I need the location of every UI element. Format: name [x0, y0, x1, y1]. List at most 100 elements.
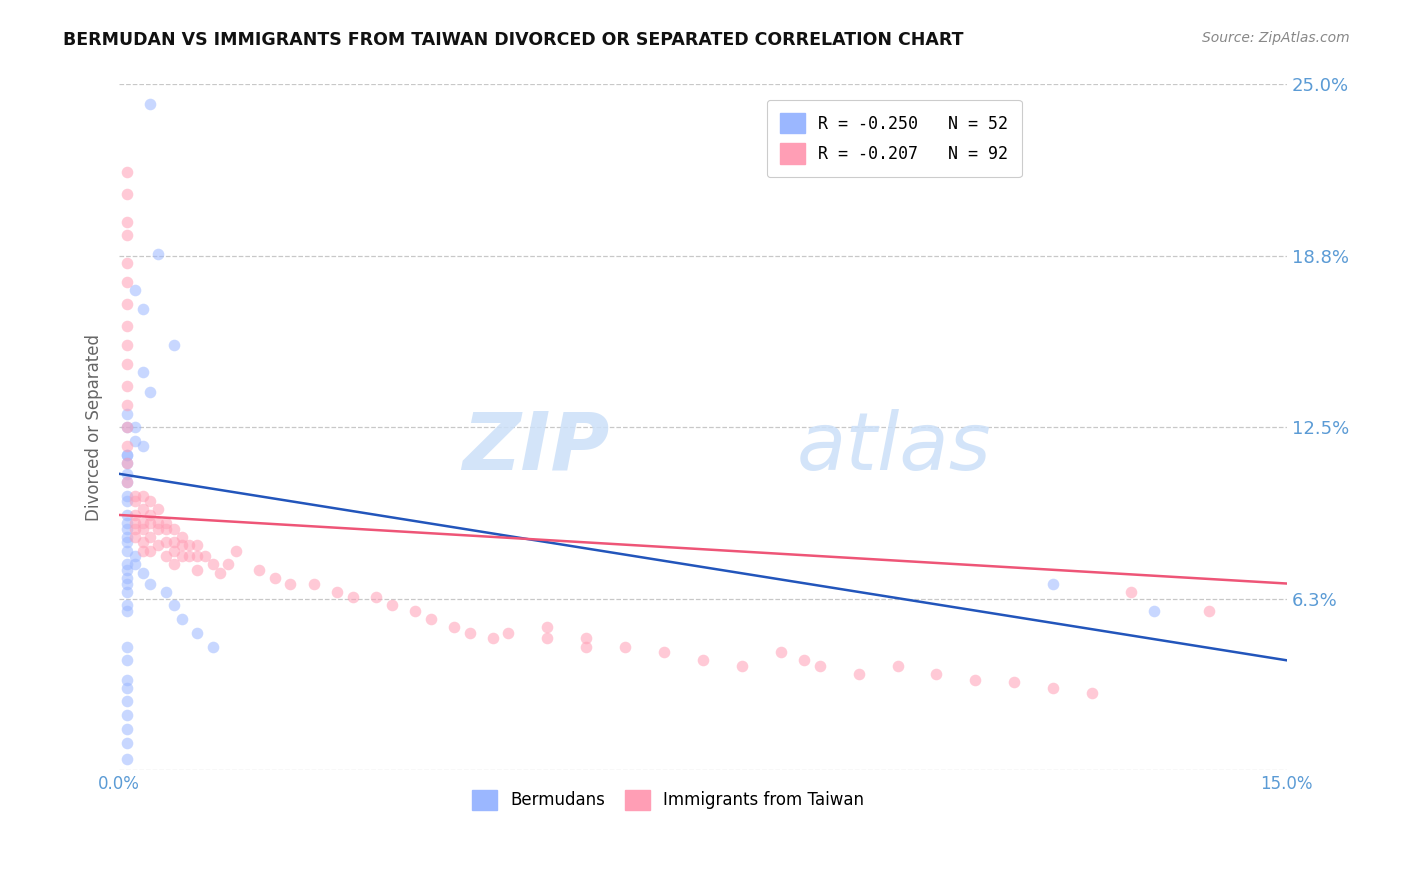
Point — [115, 681, 138, 695]
Point — [280, 576, 302, 591]
Point — [115, 522, 138, 536]
Point — [692, 653, 714, 667]
Point — [124, 489, 146, 503]
Text: Source: ZipAtlas.com: Source: ZipAtlas.com — [1202, 31, 1350, 45]
Point — [458, 626, 481, 640]
Point — [848, 667, 870, 681]
Point — [186, 626, 208, 640]
Point — [536, 620, 558, 634]
Point — [131, 566, 153, 580]
Point — [124, 434, 146, 448]
Point — [139, 494, 162, 508]
Point — [614, 640, 637, 654]
Point — [575, 632, 598, 646]
Point — [115, 752, 138, 766]
Point — [148, 522, 170, 536]
Point — [139, 530, 162, 544]
Point — [925, 667, 948, 681]
Point — [131, 522, 153, 536]
Point — [131, 535, 153, 549]
Point — [179, 549, 201, 563]
Point — [115, 420, 138, 434]
Point — [1198, 604, 1220, 618]
Point — [124, 420, 146, 434]
Point — [115, 722, 138, 736]
Point — [1119, 584, 1142, 599]
Point — [575, 640, 598, 654]
Point — [209, 566, 232, 580]
Point — [115, 379, 138, 393]
Point — [115, 275, 138, 289]
Point — [115, 673, 138, 687]
Point — [170, 612, 193, 626]
Point — [482, 632, 505, 646]
Point — [163, 522, 186, 536]
Point — [148, 538, 170, 552]
Point — [139, 96, 162, 111]
Point — [381, 599, 404, 613]
Point — [115, 563, 138, 577]
Point — [115, 297, 138, 311]
Point — [115, 535, 138, 549]
Point — [148, 502, 170, 516]
Point — [201, 558, 224, 572]
Point — [886, 658, 908, 673]
Point — [124, 558, 146, 572]
Point — [404, 604, 426, 618]
Point — [131, 489, 153, 503]
Point — [731, 658, 754, 673]
Point — [115, 584, 138, 599]
Y-axis label: Divorced or Separated: Divorced or Separated — [86, 334, 103, 521]
Point — [148, 247, 170, 261]
Point — [201, 640, 224, 654]
Point — [498, 626, 520, 640]
Point — [115, 489, 138, 503]
Point — [155, 522, 177, 536]
Point — [302, 576, 325, 591]
Point — [1143, 604, 1166, 618]
Point — [115, 735, 138, 749]
Point — [115, 494, 138, 508]
Point — [131, 543, 153, 558]
Point — [326, 584, 349, 599]
Point — [115, 228, 138, 243]
Point — [225, 543, 247, 558]
Point — [366, 591, 388, 605]
Point — [115, 456, 138, 470]
Point — [217, 558, 239, 572]
Legend: Bermudans, Immigrants from Taiwan: Bermudans, Immigrants from Taiwan — [458, 776, 877, 823]
Point — [124, 530, 146, 544]
Point — [808, 658, 831, 673]
Point — [155, 535, 177, 549]
Point — [443, 620, 465, 634]
Point — [769, 645, 792, 659]
Point — [186, 549, 208, 563]
Point — [793, 653, 815, 667]
Point — [131, 439, 153, 453]
Point — [115, 165, 138, 179]
Point — [139, 508, 162, 522]
Point — [131, 302, 153, 317]
Point — [131, 365, 153, 379]
Point — [139, 384, 162, 399]
Text: BERMUDAN VS IMMIGRANTS FROM TAIWAN DIVORCED OR SEPARATED CORRELATION CHART: BERMUDAN VS IMMIGRANTS FROM TAIWAN DIVOR… — [63, 31, 963, 49]
Point — [163, 543, 186, 558]
Point — [115, 653, 138, 667]
Point — [163, 338, 186, 352]
Point — [115, 407, 138, 421]
Point — [115, 516, 138, 531]
Point — [115, 398, 138, 412]
Point — [115, 456, 138, 470]
Point — [115, 467, 138, 481]
Point — [139, 543, 162, 558]
Point — [115, 508, 138, 522]
Point — [247, 563, 270, 577]
Text: ZIP: ZIP — [463, 409, 610, 487]
Point — [115, 558, 138, 572]
Point — [536, 632, 558, 646]
Point — [1042, 576, 1064, 591]
Point — [115, 543, 138, 558]
Point — [148, 516, 170, 531]
Point — [342, 591, 364, 605]
Point — [163, 558, 186, 572]
